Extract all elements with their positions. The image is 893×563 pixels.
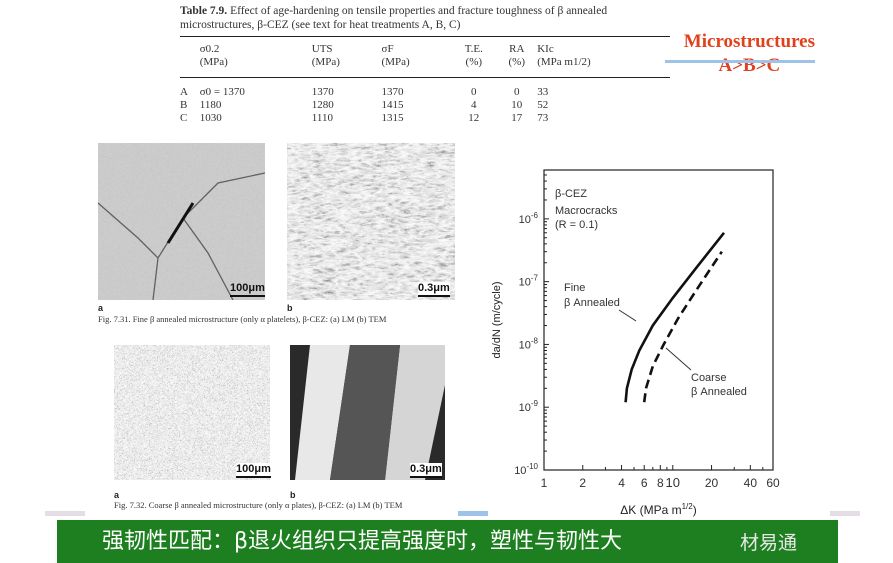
scale-bar: 100μm (236, 463, 271, 478)
y-tick-label: 10-9 (519, 399, 539, 414)
table-cell: 1280 (311, 99, 334, 111)
column-header: RA (%) (508, 43, 526, 68)
scale-bar: 0.3μm (410, 463, 442, 478)
fatigue-crack-growth-chart: 1 2 4 6 8 10 20 40 60 10-10 10-9 10-8 10-7 10-6 ΔK (MP… (491, 169, 780, 517)
panel-label: a (114, 490, 120, 500)
table-row: B 1180 1280 1415 4 10 52 (180, 99, 670, 112)
properties-table: σ0.2 (MPa) UTS (MPa) σF (MPa) T.E. (%) RA (%) KIc(… (180, 36, 670, 125)
x-tick-label: 2 (579, 476, 586, 490)
table-cell: 12 (468, 112, 480, 124)
scale-bar: 100μm (230, 282, 265, 297)
y-tick-label: 10-6 (519, 211, 539, 226)
micrograph-fine-lm (98, 143, 265, 300)
microstructures-annotation: Microstructures A>B>C (683, 31, 815, 76)
plot-frame (543, 169, 774, 471)
table-cell: 1315 (381, 112, 404, 124)
divider (665, 60, 815, 63)
series-line-fine (624, 231, 726, 403)
table-title: Table 7.9. Effect of age-hardening on te… (180, 5, 608, 31)
table-cell: 1110 (311, 112, 333, 124)
y-tick-label: 10-7 (519, 274, 539, 289)
panel-label: b (290, 490, 296, 500)
table-cell: 0 (471, 86, 477, 98)
column-header (180, 37, 200, 78)
chart-annotation: Macrocracks (555, 205, 618, 217)
x-tick-label: 40 (744, 476, 758, 490)
chart-annotation: β-CEZ (555, 188, 587, 200)
table-cell: A (180, 86, 188, 98)
table-cell: σ0 = 1370 (199, 86, 245, 98)
table-cell: B (180, 99, 188, 111)
y-tick-label: 10-8 (519, 336, 539, 351)
x-tick-label: 60 (766, 476, 780, 490)
y-tick-label: 10-10 (514, 462, 538, 477)
x-tick-label: 10 (666, 475, 680, 490)
series-label: β Annealed (564, 297, 620, 309)
table-cell: 17 (511, 112, 523, 124)
series-label: Fine (564, 282, 585, 294)
leader-line (665, 347, 692, 371)
x-tick-label: 4 (618, 476, 625, 490)
chart-annotation: (R = 0.1) (555, 219, 598, 231)
x-axis-label: ΔK (MPa m1/2) (620, 502, 696, 517)
leader-line (618, 309, 637, 322)
series-line-coarse (642, 250, 723, 403)
table-cell: 4 (471, 99, 477, 111)
figure-caption: Fig. 7.31. Fine β annealed microstructur… (98, 314, 387, 324)
x-tick-label: 8 (657, 476, 664, 490)
scale-bar: 0.3μm (418, 282, 450, 297)
table-cell: 33 (537, 86, 549, 98)
table-row: C 1030 1110 1315 12 17 73 (180, 112, 670, 125)
column-header: T.E. (%) (464, 43, 483, 68)
divider (830, 511, 860, 516)
x-tick-label: 6 (641, 476, 648, 490)
column-header: σ0.2 (MPa) (199, 43, 228, 68)
figure-caption: Fig. 7.32. Coarse β annealed microstruct… (114, 500, 403, 510)
column-header: σF (MPa) (381, 43, 410, 68)
panel-label: b (287, 303, 293, 313)
panel-label: a (98, 303, 104, 313)
table-cell: C (180, 112, 188, 124)
table-cell: 1370 (311, 86, 334, 98)
table-cell: 1415 (381, 99, 404, 111)
micrograph-fine-tem (287, 143, 455, 300)
divider (45, 511, 85, 516)
table-cell: 1370 (381, 86, 404, 98)
micrograph-coarse-lm (114, 345, 270, 480)
x-tick-label: 20 (705, 476, 719, 490)
series-label: β Annealed (691, 386, 747, 398)
micrograph-coarse-tem (290, 345, 445, 480)
table-cell: 0 (514, 86, 520, 98)
y-axis-label: da/dN (m/cycle) (491, 281, 503, 358)
series-label: Coarse (691, 372, 726, 384)
column-header: KIc (MPa m1/2) (537, 43, 591, 68)
table-cell: 1180 (199, 99, 222, 111)
summary-banner: 强韧性匹配：β退火组织只提高强度时，塑性与韧性大 (57, 520, 838, 563)
table-cell: 1030 (199, 112, 222, 124)
x-tick-label: 1 (541, 476, 548, 490)
table-cell: 52 (537, 99, 549, 111)
table-cell: 73 (537, 112, 549, 124)
table-cell: 10 (511, 99, 523, 111)
divider (458, 511, 488, 516)
column-header: UTS (MPa) (311, 43, 340, 68)
watermark: 材易通 (740, 532, 798, 554)
